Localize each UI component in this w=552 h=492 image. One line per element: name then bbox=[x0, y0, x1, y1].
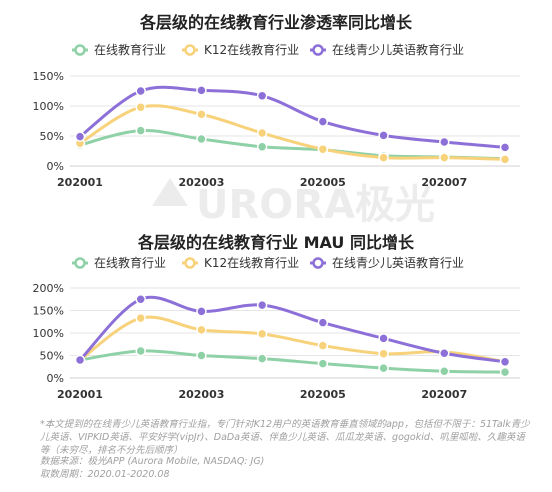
data-point-0-2 bbox=[196, 350, 207, 361]
x-tick-label: 202001 bbox=[57, 388, 103, 401]
data-point-1-4 bbox=[317, 340, 329, 351]
data-point-1-2 bbox=[196, 324, 207, 336]
data-period: 取数周期：2020.01-2020.08 bbox=[40, 469, 170, 480]
data-point-1-6 bbox=[439, 152, 450, 163]
data-point-0-3 bbox=[256, 141, 268, 153]
data-point-0-4 bbox=[317, 358, 329, 369]
data-point-0-6 bbox=[439, 366, 450, 377]
data-point-2-0 bbox=[74, 131, 86, 142]
data-point-2-7 bbox=[499, 356, 511, 368]
legend-label-2: 在线青少儿英语教育行业 bbox=[332, 255, 464, 270]
data-point-0-5 bbox=[378, 362, 389, 374]
data-point-1-2 bbox=[196, 109, 207, 120]
data-point-2-5 bbox=[378, 333, 389, 344]
y-tick-label: 200% bbox=[33, 282, 64, 295]
data-point-2-4 bbox=[317, 317, 329, 328]
legend-marker-2 bbox=[312, 257, 324, 269]
x-tick-label: 202005 bbox=[300, 388, 346, 401]
y-tick-label: 150% bbox=[33, 305, 64, 318]
x-tick-label: 202003 bbox=[178, 176, 224, 189]
data-point-2-3 bbox=[256, 90, 268, 102]
data-point-2-2 bbox=[196, 306, 207, 317]
data-point-1-3 bbox=[256, 328, 268, 340]
data-point-1-4 bbox=[317, 143, 329, 155]
chart-title: 各层级的在线教育行业 MAU 同比增长 bbox=[137, 233, 415, 252]
data-point-0-3 bbox=[256, 353, 268, 364]
legend-label-0: 在线教育行业 bbox=[94, 42, 166, 57]
data-point-0-7 bbox=[499, 366, 511, 378]
legend-marker-0 bbox=[74, 44, 86, 56]
data-point-2-6 bbox=[439, 348, 450, 359]
y-tick-label: 50% bbox=[40, 130, 64, 143]
y-tick-label: 0% bbox=[47, 160, 64, 173]
x-tick-label: 202005 bbox=[300, 176, 346, 189]
x-tick-label: 202001 bbox=[57, 176, 103, 189]
legend-marker-1 bbox=[184, 257, 196, 269]
data-point-1-7 bbox=[499, 154, 511, 165]
x-tick-label: 202007 bbox=[421, 388, 467, 401]
data-point-1-1 bbox=[135, 312, 146, 324]
data-point-2-5 bbox=[378, 130, 389, 141]
data-point-1-5 bbox=[378, 348, 389, 359]
y-tick-label: 100% bbox=[33, 327, 64, 340]
x-tick-label: 202003 bbox=[178, 388, 224, 401]
footnote: *本文提到的在线青少儿英语教育行业指，专门针对K12用户的英语教育垂直领域的ap… bbox=[40, 419, 530, 456]
y-tick-label: 150% bbox=[33, 70, 64, 83]
data-point-2-1 bbox=[135, 85, 146, 97]
y-tick-label: 100% bbox=[33, 100, 64, 113]
watermark-text: URORA极光 bbox=[196, 182, 435, 228]
data-point-1-1 bbox=[135, 101, 146, 113]
aurora-logo-icon bbox=[152, 178, 188, 206]
data-point-2-7 bbox=[499, 142, 511, 153]
legend-marker-2 bbox=[312, 44, 324, 56]
legend-marker-1 bbox=[184, 44, 196, 56]
y-tick-label: 50% bbox=[40, 350, 64, 363]
data-point-1-3 bbox=[256, 127, 268, 139]
data-source: 数据来源：极光APP (Aurora Mobile, NASDAQ: JG) bbox=[40, 456, 265, 467]
data-point-1-5 bbox=[378, 152, 389, 163]
chart-title: 各层级的在线教育行业渗透率同比增长 bbox=[139, 13, 413, 32]
data-point-2-4 bbox=[317, 116, 329, 127]
data-point-2-2 bbox=[196, 85, 207, 96]
x-tick-label: 202007 bbox=[421, 176, 467, 189]
legend-marker-0 bbox=[74, 257, 86, 269]
data-point-2-0 bbox=[74, 354, 86, 366]
data-point-2-1 bbox=[135, 294, 146, 305]
data-point-2-3 bbox=[256, 299, 268, 311]
legend-label-2: 在线青少儿英语教育行业 bbox=[332, 42, 464, 57]
data-point-2-6 bbox=[439, 136, 450, 148]
legend-label-1: K12在线教育行业 bbox=[204, 42, 299, 57]
source-block: 数据来源：极光APP (Aurora Mobile, NASDAQ: JG) 取… bbox=[40, 455, 530, 481]
data-point-0-1 bbox=[135, 345, 146, 357]
data-point-0-1 bbox=[135, 125, 146, 136]
y-tick-label: 0% bbox=[47, 372, 64, 385]
legend-label-0: 在线教育行业 bbox=[94, 255, 166, 270]
legend-label-1: K12在线教育行业 bbox=[204, 255, 299, 270]
data-point-0-2 bbox=[196, 133, 207, 145]
aurora-watermark: URORA极光 bbox=[152, 178, 435, 228]
